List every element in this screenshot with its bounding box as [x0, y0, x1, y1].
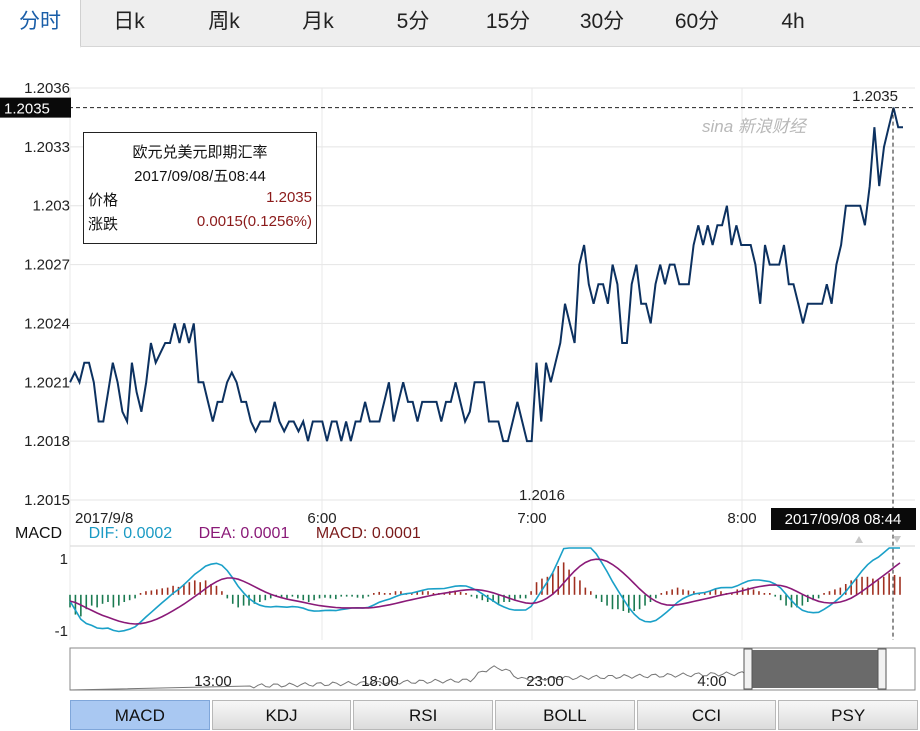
tab-4[interactable]: 5分	[396, 10, 430, 33]
tab-6[interactable]: 30分	[579, 10, 625, 33]
indicator-tab-rsi[interactable]: RSI	[353, 700, 494, 730]
dea-line	[69, 558, 901, 625]
tab-0[interactable]: 分时	[0, 0, 81, 48]
macd-legend: MACD DIF: 0.0002 DEA: 0.0001 MACD: 0.000…	[15, 525, 443, 545]
navigator-label: 23:00	[526, 673, 564, 690]
up-triangle-icon	[855, 536, 863, 543]
macd-panel[interactable]: 1 -1	[55, 545, 915, 640]
indicator-tab-boll[interactable]: BOLL	[495, 700, 635, 730]
indicator-tab-psy[interactable]: PSY	[778, 700, 919, 730]
tab-5[interactable]: 15分	[485, 10, 531, 33]
price-line	[69, 107, 903, 443]
crosshair-price-box	[0, 97, 71, 118]
x-tick-label: 6:00	[307, 510, 336, 527]
info-box: 欧元兑美元即期汇率 2017/09/08/五08:44 价格 1.2035 涨跌…	[83, 132, 317, 244]
price-label: 价格	[88, 192, 119, 209]
navigator-selection[interactable]	[750, 650, 880, 688]
change-value: 0.0015(0.1256%)	[196, 213, 312, 230]
macd-y-label: 1	[60, 551, 68, 568]
macd-y-label: -1	[55, 623, 68, 640]
y-tick-label: 1.2027	[24, 257, 70, 274]
x-tick-label: 7:00	[517, 510, 546, 527]
macd-hist-legend: MACD: 0.0001	[315, 525, 421, 542]
indicator-tab-cci[interactable]: CCI	[636, 700, 777, 730]
dif-line	[69, 547, 900, 633]
time-navigator[interactable]: 13:00 18:00 23:00 4:00	[69, 647, 916, 691]
y-tick-label: 1.2036	[24, 80, 70, 97]
high-label: 1.2035	[852, 88, 898, 105]
tab-7[interactable]: 60分	[674, 10, 720, 33]
x-tick-label: 8:00	[727, 510, 756, 527]
navigator-label: 4:00	[697, 673, 726, 690]
y-tick-label: 1.203	[32, 198, 70, 215]
change-row: 涨跌 0.0015(0.1256%)	[84, 213, 316, 234]
navigator-left-handle[interactable]	[743, 648, 753, 690]
price-row: 价格 1.2035	[84, 189, 316, 210]
navigator-label: 13:00	[194, 673, 232, 690]
navigator-label: 18:00	[361, 673, 399, 690]
y-tick-label: 1.2015	[24, 492, 70, 509]
tab-3[interactable]: 月k	[302, 10, 334, 33]
macd-legend-title: MACD	[15, 525, 63, 542]
tab-2[interactable]: 周k	[208, 10, 240, 33]
price-value: 1.2035	[266, 189, 312, 206]
y-tick-label: 1.2033	[24, 139, 70, 156]
crosshair-price-label: 1.2035	[4, 101, 50, 118]
crosshair-time-box	[771, 508, 916, 530]
dif-legend: DIF: 0.0002	[88, 525, 173, 542]
x-axis-ticks: 2017/9/8 6:00 7:00 8:00	[75, 510, 757, 527]
instrument-name: 欧元兑美元即期汇率	[132, 144, 268, 161]
watermark-logo: sina 新浪财经	[702, 117, 806, 136]
indicator-tab-macd[interactable]: MACD	[70, 700, 210, 730]
navigator-right-handle[interactable]	[877, 648, 887, 690]
tab-1[interactable]: 日k	[113, 10, 145, 33]
crosshair-time-label: 2017/09/08 08:44	[785, 511, 902, 528]
indicator-tabs: MACD KDJ RSI BOLL CCI PSY	[70, 700, 920, 730]
tab-8[interactable]: 4h	[781, 10, 805, 33]
period-tabs: 分时 日k 周k 月k 5分 15分 30分 60分 4h	[0, 0, 920, 48]
indicator-tab-kdj[interactable]: KDJ	[211, 700, 352, 730]
y-tick-label: 1.2018	[24, 433, 70, 450]
dea-legend: DEA: 0.0001	[198, 525, 290, 542]
y-tick-label: 1.2021	[24, 374, 70, 391]
change-label: 涨跌	[88, 216, 119, 233]
down-triangle-icon	[893, 536, 901, 543]
crosshair: 1.2035 2017/09/08 08:44 1.2035 1.2016	[0, 88, 916, 640]
info-time: 2017/09/08/五08:44	[134, 168, 266, 185]
y-axis-ticks: 1.2036 1.2033 1.203 1.2027 1.2024 1.2021 1.201…	[24, 80, 70, 509]
y-tick-label: 1.2024	[24, 315, 70, 332]
low-label: 1.2016	[519, 487, 565, 504]
x-tick-label: 2017/9/8	[75, 510, 133, 527]
